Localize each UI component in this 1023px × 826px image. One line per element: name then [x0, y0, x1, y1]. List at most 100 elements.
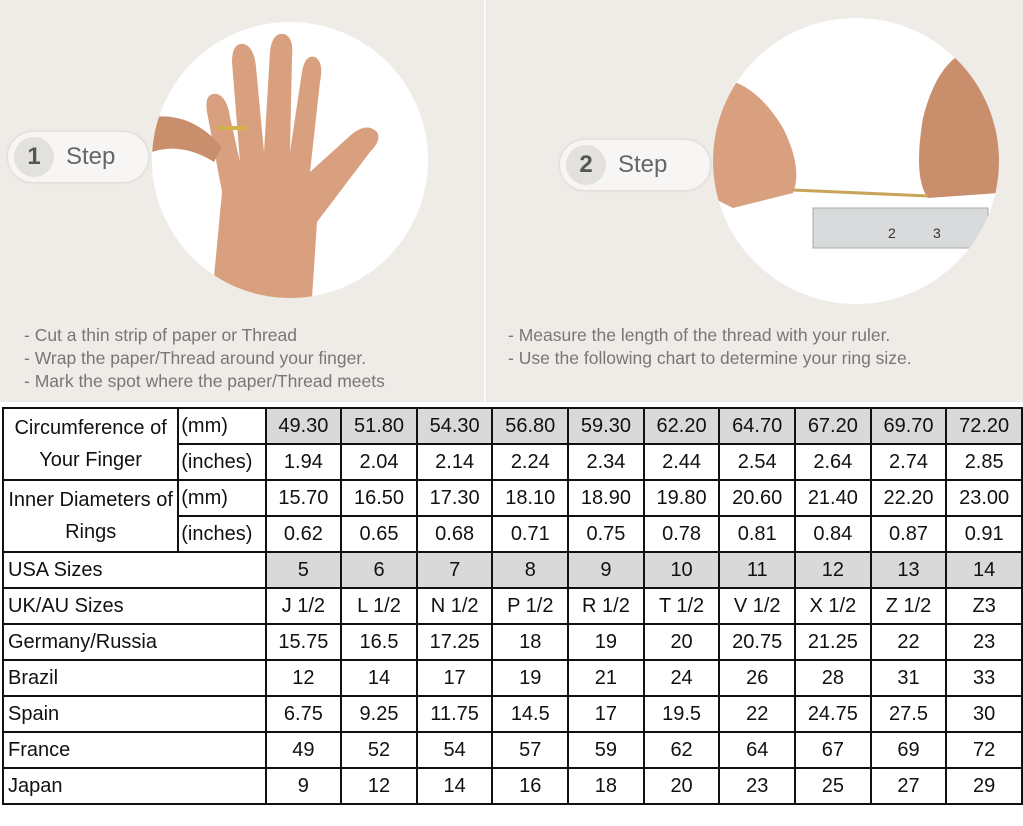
table-row: Germany/Russia 15.75 16.5 17.25 18 19 20 20.75 2…	[2, 623, 1023, 661]
step-2-instructions: - Measure the length of the thread with …	[508, 324, 912, 370]
table-cell: 18	[567, 767, 645, 805]
step-number: 1	[14, 137, 54, 177]
table-cell: 22	[718, 695, 797, 733]
table-row: UK/AU Sizes J 1/2 L 1/2 N 1/2 P 1/2 R 1/2 T 1/…	[2, 587, 1023, 625]
instruction-item: - Mark the spot where the paper/Thread m…	[24, 371, 385, 391]
table-cell: Z3	[945, 587, 1023, 625]
svg-text:2: 2	[888, 225, 896, 241]
table-cell: 64	[718, 731, 797, 769]
table-cell: 19	[567, 623, 645, 661]
table-cell: X 1/2	[794, 587, 872, 625]
table-cell: Z 1/2	[869, 587, 948, 625]
table-cell: 64.70	[718, 407, 797, 445]
table-cell: 23	[945, 623, 1023, 661]
divider	[484, 0, 486, 402]
table-cell: 18	[491, 623, 570, 661]
step-1-badge: 1 Step	[8, 132, 148, 182]
table-cell: 67	[794, 731, 872, 769]
table-cell: 11	[718, 551, 797, 589]
table-cell: 9.25	[340, 695, 418, 733]
table-cell: 14.5	[491, 695, 570, 733]
table-cell: P 1/2	[491, 587, 570, 625]
table-cell: 67.20	[794, 407, 872, 445]
table-cell: 16.5	[340, 623, 418, 661]
row-label: Spain	[2, 695, 267, 733]
table-cell: 22	[869, 623, 948, 661]
table-row: Spain 6.75 9.25 11.75 14.5 17 19.5 22 24.75 27.5 3…	[2, 695, 1023, 733]
table-cell: 12	[264, 659, 343, 697]
table-cell: 72.20	[945, 407, 1023, 445]
table-cell: 69.70	[869, 407, 948, 445]
table-cell: 17.30	[415, 479, 494, 517]
table-cell: 31	[869, 659, 948, 697]
table-cell: 22.20	[869, 479, 948, 517]
table-cell: 28	[794, 659, 872, 697]
table-cell: 7	[415, 551, 494, 589]
table-cell: 23.00	[945, 479, 1023, 517]
unit-label: (inches)	[177, 443, 267, 481]
row-label: UK/AU Sizes	[2, 587, 267, 625]
table-cell: 24	[642, 659, 721, 697]
instructions-panel: 1 Step - Cut a thin strip of paper or Th…	[0, 0, 1023, 402]
table-cell: 20	[642, 767, 721, 805]
table-cell: 17	[567, 695, 645, 733]
table-cell: 2.14	[415, 443, 494, 481]
table-cell: 2.74	[869, 443, 948, 481]
table-cell: 54.30	[415, 407, 494, 445]
table-cell: 21.25	[794, 623, 872, 661]
table-cell: 5	[264, 551, 343, 589]
table-cell: 56.80	[491, 407, 570, 445]
table-cell: 18.10	[491, 479, 570, 517]
table-cell: 10	[642, 551, 721, 589]
row-label: Germany/Russia	[2, 623, 267, 661]
table-cell: 17.25	[415, 623, 494, 661]
instruction-item: - Use the following chart to determine y…	[508, 348, 912, 368]
table-cell: V 1/2	[718, 587, 797, 625]
unit-label: (mm)	[177, 479, 267, 517]
table-cell: 2.04	[340, 443, 418, 481]
table-cell: 20.75	[718, 623, 797, 661]
inner-diameter-row-in: (inches) 0.62 0.65 0.68 0.71 0.75 0.78 0.81 0.84…	[3, 515, 1023, 553]
step-number: 2	[566, 145, 606, 185]
svg-text:3: 3	[933, 225, 941, 241]
step-label: Step	[66, 143, 116, 170]
table-cell: 49	[264, 731, 343, 769]
table-cell: 26	[718, 659, 797, 697]
table-cell: 2.64	[794, 443, 872, 481]
table-cell: 2.85	[945, 443, 1023, 481]
table-cell: 6	[340, 551, 418, 589]
table-cell: 14	[340, 659, 418, 697]
step-label: Step	[618, 151, 668, 178]
table-row: Japan 9 12 14 16 18 20 23 25 27 29	[2, 767, 1023, 805]
row-label: France	[2, 731, 267, 769]
table-cell: 69	[869, 731, 948, 769]
table-cell: L 1/2	[340, 587, 418, 625]
table-cell: 15.70	[264, 479, 343, 517]
table-cell: 0.68	[415, 515, 494, 553]
table-cell: 0.62	[264, 515, 343, 553]
table-cell: 27	[869, 767, 948, 805]
table-cell: 54	[415, 731, 494, 769]
table-cell: 2.24	[491, 443, 570, 481]
table-cell: 25	[794, 767, 872, 805]
hand-with-thread-image	[152, 22, 428, 298]
table-cell: 19.80	[642, 479, 721, 517]
table-cell: 0.75	[567, 515, 645, 553]
table-row: France 49 52 54 57 59 62 64 67 69 72	[2, 731, 1023, 769]
table-cell: 17	[415, 659, 494, 697]
row-group-label: Inner Diameters of Rings	[1, 479, 180, 553]
ruler-measuring-image: 2 3	[713, 18, 999, 304]
table-cell: 2.54	[718, 443, 797, 481]
table-cell: 12	[794, 551, 872, 589]
table-cell: 59	[567, 731, 645, 769]
table-cell: 18.90	[567, 479, 645, 517]
table-cell: 0.78	[642, 515, 721, 553]
table-cell: 16.50	[340, 479, 418, 517]
row-label: Brazil	[2, 659, 267, 697]
table-cell: 49.30	[264, 407, 343, 445]
ring-size-chart: Circumference of Your Finger (mm) 49.30 51.…	[1, 407, 1023, 805]
table-cell: 33	[945, 659, 1023, 697]
table-cell: 16	[491, 767, 570, 805]
table-cell: 57	[491, 731, 570, 769]
table-cell: 21.40	[794, 479, 872, 517]
